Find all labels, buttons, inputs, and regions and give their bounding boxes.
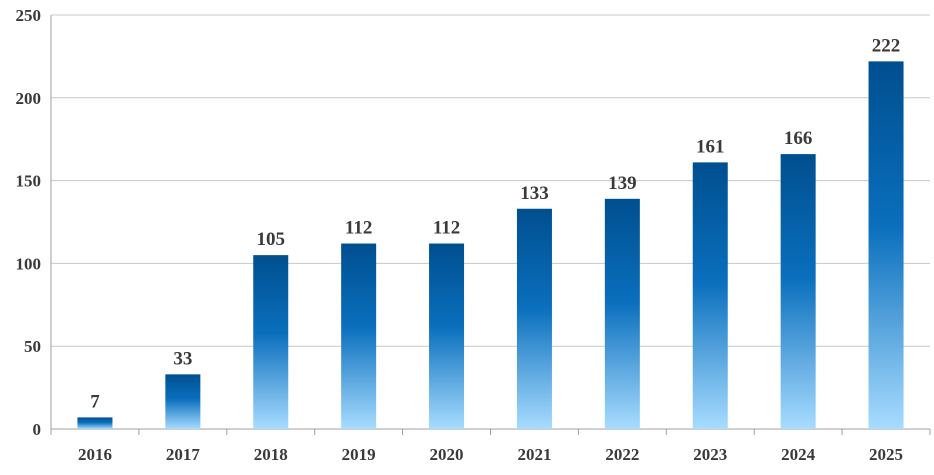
x-tick-label-2024: 2024 (781, 445, 816, 464)
x-tick-label-2020: 2020 (430, 445, 464, 464)
y-tick-label-150: 150 (16, 172, 42, 191)
y-tick-label-0: 0 (33, 420, 42, 439)
bar-2022 (604, 198, 640, 429)
labels: 0 50 100 150 200 250 7 2016 33 2017 105 2018 112 2019… (16, 6, 904, 464)
data-label-2019: 112 (345, 218, 372, 239)
bar-2016 (77, 417, 113, 429)
x-tick-label-2017: 2017 (166, 445, 201, 464)
y-tick-label-250: 250 (16, 6, 42, 25)
y-tick-label-200: 200 (16, 89, 42, 108)
x-tick-label-2018: 2018 (254, 445, 288, 464)
data-label-2016: 7 (90, 391, 100, 412)
bar-2023 (692, 162, 728, 429)
x-tick-label-2021: 2021 (517, 445, 551, 464)
bar-2018 (253, 255, 289, 429)
bar-2020 (429, 243, 465, 429)
data-label-2018: 105 (257, 229, 286, 250)
x-tick-label-2019: 2019 (342, 445, 376, 464)
data-label-2020: 112 (433, 218, 460, 239)
x-tick-label-2023: 2023 (693, 445, 727, 464)
data-label-2017: 33 (173, 348, 192, 369)
x-tick-label-2022: 2022 (605, 445, 639, 464)
bars (77, 61, 904, 429)
bar-2021 (516, 208, 552, 429)
bar-2025 (868, 61, 904, 429)
data-label-2023: 161 (696, 136, 725, 157)
y-tick-label-50: 50 (24, 337, 41, 356)
bar-2024 (780, 154, 816, 429)
bar-2019 (341, 243, 377, 429)
data-label-2024: 166 (784, 128, 813, 149)
data-label-2022: 139 (608, 173, 637, 194)
x-tick-label-2016: 2016 (78, 445, 112, 464)
data-label-2021: 133 (520, 183, 549, 204)
bar-2017 (165, 374, 201, 429)
data-label-2025: 222 (872, 35, 901, 56)
y-tick-label-100: 100 (16, 254, 42, 273)
x-tick-label-2025: 2025 (869, 445, 903, 464)
